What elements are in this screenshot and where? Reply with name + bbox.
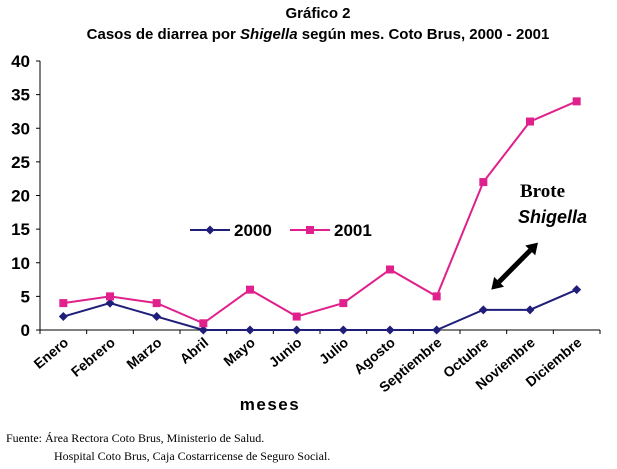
y-tick-label: 40 xyxy=(11,52,30,71)
series-2001 xyxy=(59,97,581,328)
data-point xyxy=(292,312,301,321)
data-point xyxy=(385,325,395,335)
legend-item-2001: 2001 xyxy=(290,221,372,240)
data-point xyxy=(106,292,114,301)
series-2000 xyxy=(58,285,582,335)
data-point xyxy=(105,298,115,308)
legend: 2000 2001 xyxy=(190,221,372,240)
chart-axes xyxy=(36,60,601,334)
data-point xyxy=(432,292,441,301)
x-tick-label: Febrero xyxy=(68,334,118,380)
data-point xyxy=(339,299,348,308)
data-point xyxy=(58,312,68,322)
y-tick-label: 35 xyxy=(11,86,30,105)
data-point xyxy=(246,285,254,294)
x-tick-label: Abril xyxy=(177,334,212,367)
data-point xyxy=(245,325,255,335)
series-line xyxy=(63,288,578,331)
data-point xyxy=(526,117,534,126)
annotation-line1: Brote xyxy=(520,181,565,202)
data-point xyxy=(479,178,488,187)
annotation-arrow xyxy=(491,242,538,290)
legend-item-2000: 2000 xyxy=(190,221,272,240)
source-line2: Hospital Coto Brus, Caja Costarricense d… xyxy=(54,449,331,463)
x-tick-label: Enero xyxy=(31,334,72,372)
data-point xyxy=(152,312,162,322)
series-layer xyxy=(58,97,582,335)
y-tick-label: 15 xyxy=(11,220,30,239)
subtitle-after: según mes. Coto Brus, 2000 - 2001 xyxy=(298,26,550,43)
y-tick-label: 30 xyxy=(11,119,30,138)
data-point xyxy=(306,226,314,234)
data-point xyxy=(432,325,442,335)
data-point xyxy=(198,325,208,335)
x-tick-label: Junio xyxy=(266,334,305,370)
y-tick-label: 5 xyxy=(21,287,30,306)
data-point xyxy=(386,265,394,274)
data-point xyxy=(205,225,215,235)
data-point xyxy=(59,299,68,308)
arrow-head-start xyxy=(491,276,505,290)
data-point xyxy=(572,285,582,295)
y-tick-labels: 0 5 10 15 20 25 30 35 40 xyxy=(11,52,30,340)
source-line1: Fuente: Área Rectora Coto Brus, Minister… xyxy=(6,431,265,445)
subtitle-italic: Shigella xyxy=(240,26,298,43)
x-axis-label: meses xyxy=(240,395,300,414)
y-tick-label: 20 xyxy=(11,187,30,206)
data-point xyxy=(338,325,348,335)
legend-label: 2001 xyxy=(334,221,372,240)
annotation-line2: Shigella xyxy=(518,207,587,227)
data-point xyxy=(292,325,302,335)
data-point xyxy=(572,97,581,106)
y-tick-label: 10 xyxy=(11,254,30,273)
data-point xyxy=(199,319,208,328)
x-tick-label: Marzo xyxy=(123,334,164,372)
y-tick-label: 0 xyxy=(21,321,30,340)
subtitle-before: Casos de diarrea por xyxy=(87,26,240,43)
data-point xyxy=(525,305,535,315)
annotation: Brote Shigella xyxy=(491,181,587,290)
chart-subtitle: Casos de diarrea por Shigella según mes.… xyxy=(87,26,550,43)
x-tick-label: Mayo xyxy=(220,334,258,369)
arrow-shaft xyxy=(497,248,533,284)
x-tick-label: Julio xyxy=(316,334,351,367)
arrow-head-end xyxy=(525,242,538,256)
data-point xyxy=(152,299,161,308)
chart-title: Gráfico 2 xyxy=(285,5,350,22)
series-line xyxy=(63,100,578,325)
y-tick-label: 25 xyxy=(11,153,30,172)
legend-label: 2000 xyxy=(234,221,272,240)
data-point xyxy=(478,305,488,315)
